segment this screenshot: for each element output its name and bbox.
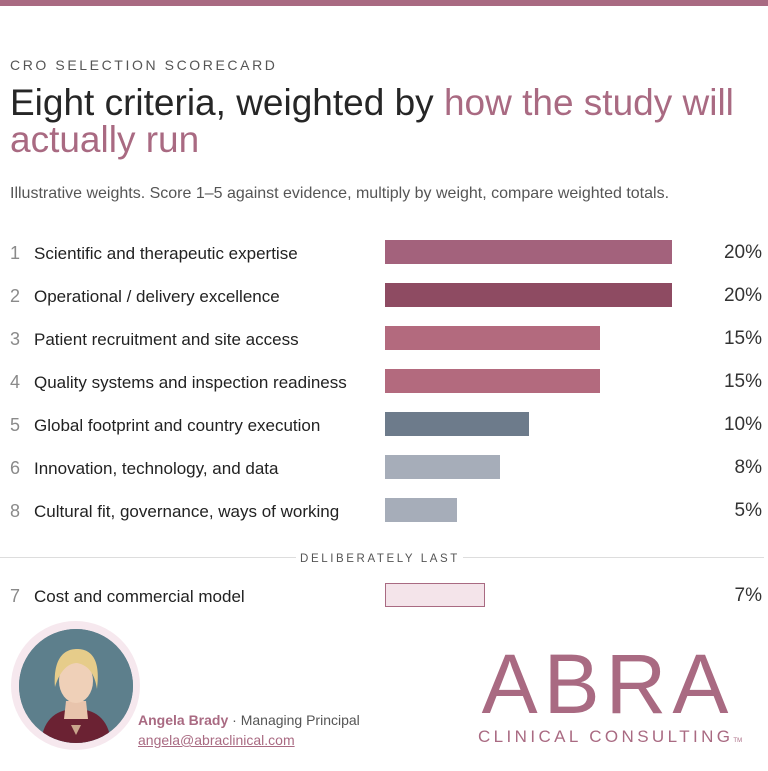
separator-label: DELIBERATELY LAST: [300, 553, 460, 565]
brand-logo-subline: CLINICAL CONSULTINGTM: [478, 727, 742, 747]
row-rank: 2: [10, 286, 21, 306]
weight-value-label: 7%: [734, 585, 762, 606]
title-plain: Eight criteria, weighted by: [10, 82, 444, 123]
weight-value-label: 8%: [734, 457, 762, 478]
eyebrow-label: CRO SELECTION SCORECARD: [10, 57, 278, 73]
weight-value-label: 15%: [723, 371, 762, 392]
weight-bar: [385, 412, 529, 436]
weight-bar: [385, 369, 600, 393]
subtitle: Illustrative weights. Score 1–5 against …: [10, 185, 670, 202]
brand-logo-word: ABRA: [481, 637, 735, 731]
avatar: [19, 629, 133, 743]
weight-value-label: 20%: [723, 242, 762, 263]
brand-subline-text: CLINICAL CONSULTING: [478, 727, 734, 746]
row-rank: 6: [10, 458, 21, 478]
row-rank: 3: [10, 329, 21, 349]
weight-value-label: 15%: [723, 328, 762, 349]
weight-bar: [385, 498, 457, 522]
contact-name: Angela Brady: [138, 712, 229, 728]
criterion-label: Cultural fit, governance, ways of workin…: [34, 502, 340, 521]
criterion-label: Cost and commercial model: [34, 587, 245, 606]
row-rank: 4: [10, 372, 21, 392]
criterion-label: Quality systems and inspection readiness: [34, 373, 347, 392]
criterion-label: Innovation, technology, and data: [34, 459, 279, 478]
weight-bar: [385, 455, 500, 479]
weight-value-label: 10%: [723, 414, 762, 435]
contact-separator: ·: [228, 712, 241, 728]
contact-role: Managing Principal: [240, 712, 360, 728]
weight-bar: [385, 240, 672, 264]
divider-line-left: [0, 557, 296, 558]
criterion-label: Global footprint and country execution: [34, 416, 321, 435]
criterion-label: Scientific and therapeutic expertise: [34, 244, 298, 263]
weight-bar: [385, 583, 485, 607]
weight-bar: [385, 326, 600, 350]
weight-bar: [385, 283, 672, 307]
weight-value-label: 20%: [723, 285, 762, 306]
criterion-label: Patient recruitment and site access: [34, 330, 299, 349]
portrait-image: [19, 629, 133, 743]
criterion-label: Operational / delivery excellence: [34, 287, 280, 306]
row-rank: 5: [10, 415, 21, 435]
row-rank: 8: [10, 501, 21, 521]
title-accent: how the study will actually run: [10, 82, 734, 160]
page-title: Eight criteria, weighted by how the stud…: [10, 84, 750, 158]
trademark-mark: TM: [733, 738, 743, 744]
row-rank: 1: [10, 243, 21, 263]
row-rank: 7: [10, 586, 21, 606]
divider-line-right: [463, 557, 764, 558]
top-accent-band: [0, 0, 768, 6]
contact-line: Angela Brady · Managing Principal: [138, 712, 360, 728]
weight-value-label: 5%: [734, 500, 762, 521]
contact-email-link[interactable]: angela@abraclinical.com: [138, 732, 295, 748]
